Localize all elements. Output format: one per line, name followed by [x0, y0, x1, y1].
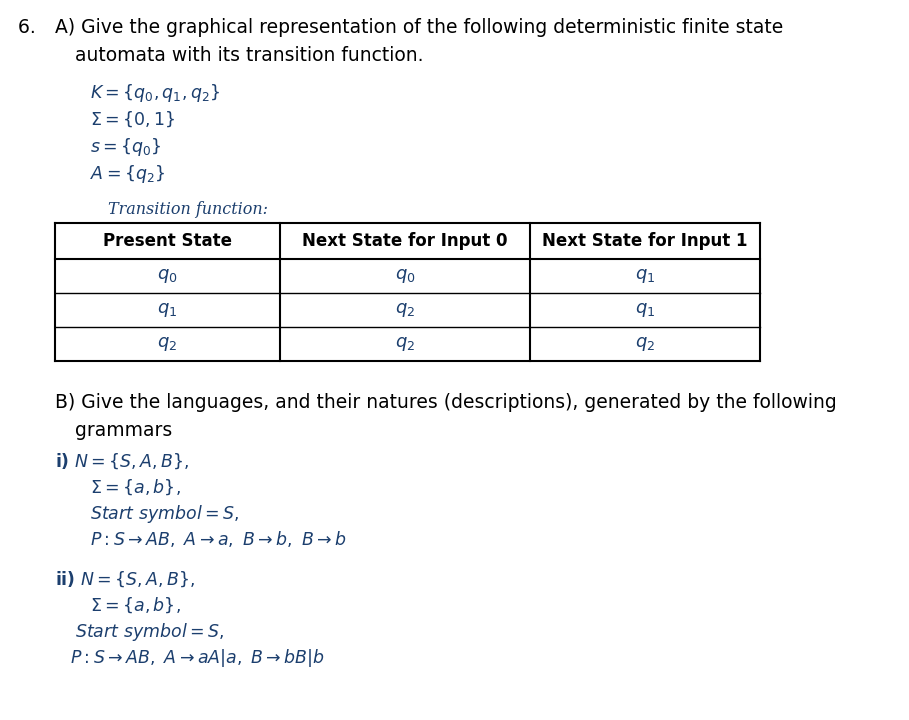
Text: B) Give the languages, and their natures (descriptions), generated by the follow: B) Give the languages, and their natures… — [55, 393, 837, 412]
Text: Transition function:: Transition function: — [108, 201, 268, 218]
Text: Next State for Input 0: Next State for Input 0 — [303, 232, 508, 250]
Text: Next State for Input 1: Next State for Input 1 — [543, 232, 748, 250]
Text: $q_2$: $q_2$ — [634, 335, 655, 353]
Text: $q_2$: $q_2$ — [395, 301, 415, 319]
Text: Present State: Present State — [103, 232, 232, 250]
Text: $s = \{q_0\}$: $s = \{q_0\}$ — [90, 136, 162, 158]
Text: $q_2$: $q_2$ — [395, 335, 415, 353]
Text: 6.: 6. — [18, 18, 48, 37]
Text: $\mathit{Start\ symbol} = S,$: $\mathit{Start\ symbol} = S,$ — [90, 503, 239, 525]
Text: $q_1$: $q_1$ — [634, 301, 655, 319]
Text: $\mathbf{i)}$$\ N = \{S, A, B\},$: $\mathbf{i)}$$\ N = \{S, A, B\},$ — [55, 451, 189, 471]
Text: A) Give the graphical representation of the following deterministic finite state: A) Give the graphical representation of … — [55, 18, 784, 37]
Text: $K = \{q_0, q_1, q_2\}$: $K = \{q_0, q_1, q_2\}$ — [90, 82, 220, 104]
Text: $\mathit{Start\ symbol} = S,$: $\mathit{Start\ symbol} = S,$ — [75, 621, 224, 643]
Text: $q_2$: $q_2$ — [157, 335, 177, 353]
Text: $\Sigma = \{a, b\},$: $\Sigma = \{a, b\},$ — [90, 477, 181, 497]
Text: $\mathbf{ii)}$$\ N = \{S, A, B\},$: $\mathbf{ii)}$$\ N = \{S, A, B\},$ — [55, 569, 195, 588]
Text: $q_1$: $q_1$ — [157, 301, 177, 319]
Text: automata with its transition function.: automata with its transition function. — [75, 46, 424, 65]
Text: $\mathit{P{:}S \rightarrow AB,\ A \rightarrow aA|a,\ B \rightarrow bB|b}$: $\mathit{P{:}S \rightarrow AB,\ A \right… — [70, 647, 325, 669]
Text: $q_0$: $q_0$ — [395, 267, 415, 285]
Text: $A = \{q_2\}$: $A = \{q_2\}$ — [90, 163, 165, 185]
Text: $q_1$: $q_1$ — [634, 267, 655, 285]
Text: grammars: grammars — [75, 421, 172, 440]
Text: $\Sigma = \{a, b\},$: $\Sigma = \{a, b\},$ — [90, 595, 181, 615]
Text: $\mathit{P{:}S \rightarrow AB,\ A \rightarrow a,\ B \rightarrow b,\ B \rightarro: $\mathit{P{:}S \rightarrow AB,\ A \right… — [90, 529, 346, 549]
Text: $q_0$: $q_0$ — [157, 267, 178, 285]
Text: $\Sigma = \{0, 1\}$: $\Sigma = \{0, 1\}$ — [90, 109, 175, 129]
